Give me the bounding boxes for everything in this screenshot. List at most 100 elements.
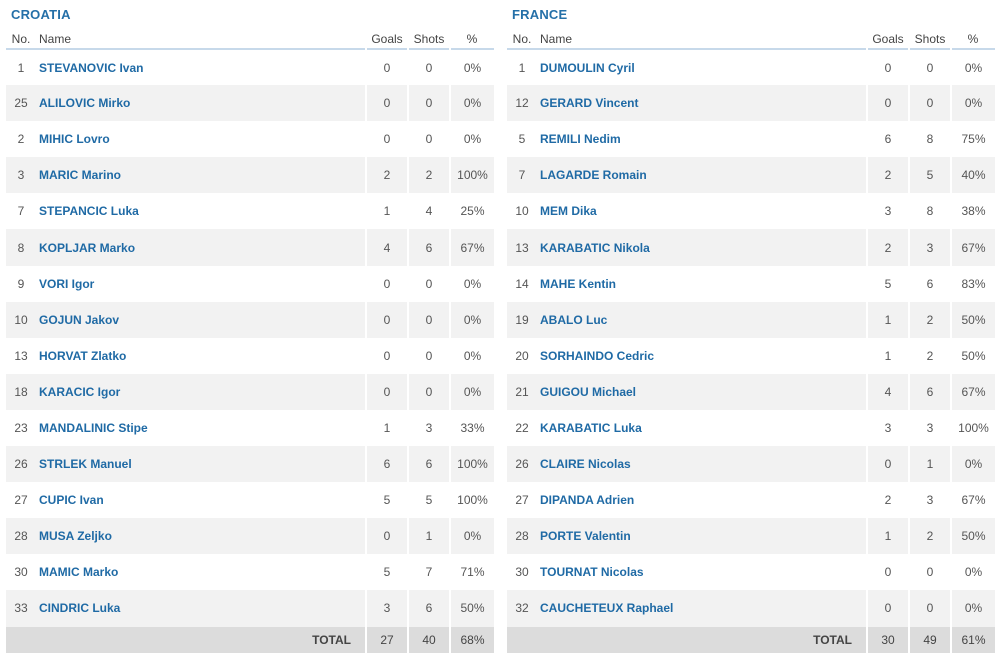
player-shots: 3 (908, 409, 951, 447)
table-row: 10 MEM Dika 3 8 38% (507, 193, 995, 230)
table-row: 8 KOPLJAR Marko 4 6 67% (6, 229, 494, 266)
player-name-link[interactable]: KARABATIC Luka (540, 420, 642, 435)
player-goals: 0 (365, 301, 408, 338)
player-number: 1 (17, 60, 25, 75)
player-number: 28 (6, 518, 36, 555)
column-header-name: Name (39, 31, 72, 46)
player-number: 30 (515, 565, 529, 580)
player-name-link[interactable]: ALILOVIC Mirko (36, 85, 366, 122)
player-shots: 0 (908, 49, 951, 86)
player-number: 3 (6, 157, 36, 194)
total-row: TOTAL 27 40 68% (6, 626, 494, 653)
table-row: 18 KARACIC Igor 0 0 0% (6, 373, 494, 410)
player-goals: 4 (365, 229, 408, 266)
table-row: 28 MUSA Zeljko 0 1 0% (6, 518, 494, 555)
player-name-link[interactable]: MUSA Zeljko (36, 518, 366, 555)
player-number: 18 (6, 373, 36, 410)
player-shots: 1 (407, 518, 450, 555)
player-percent: 0% (950, 85, 995, 122)
player-name-link[interactable]: LAGARDE Romain (537, 157, 867, 194)
player-name-link[interactable]: STEVANOVIC Ivan (39, 60, 144, 75)
player-name-link[interactable]: MANDALINIC Stipe (39, 420, 148, 435)
player-goals: 1 (866, 518, 909, 555)
player-name-link[interactable]: ABALO Luc (537, 301, 867, 338)
total-row: TOTAL 30 49 61% (507, 626, 995, 653)
table-row: 9 VORI Igor 0 0 0% (6, 265, 494, 302)
player-number: 26 (507, 446, 537, 483)
player-name-link[interactable]: STRLEK Manuel (36, 446, 366, 483)
table-row: 26 STRLEK Manuel 6 6 100% (6, 446, 494, 483)
player-name-link[interactable]: MAHE Kentin (540, 276, 616, 291)
player-percent: 0% (449, 301, 494, 338)
table-row: 20 SORHAINDO Cedric 1 2 50% (507, 337, 995, 374)
total-goals: 30 (866, 626, 909, 653)
player-shots: 0 (407, 337, 450, 374)
player-name-link[interactable]: CINDRIC Luka (36, 590, 366, 627)
player-name-link[interactable]: DIPANDA Adrien (540, 493, 635, 508)
player-name-link[interactable]: GOJUN Jakov (36, 301, 366, 338)
player-percent: 0% (449, 265, 494, 302)
player-name-link[interactable]: STEPANCIC Luka (39, 204, 139, 219)
player-name-link[interactable]: GERARD Vincent (537, 85, 867, 122)
player-name-link[interactable]: TOURNAT Nicolas (540, 565, 644, 580)
player-percent: 100% (449, 446, 494, 483)
player-number: 14 (515, 276, 529, 291)
player-goals: 1 (866, 337, 909, 374)
player-shots: 0 (407, 121, 450, 158)
table-row: 27 DIPANDA Adrien 2 3 67% (507, 482, 995, 519)
player-percent: 0% (449, 337, 494, 374)
total-label: TOTAL (6, 626, 366, 653)
player-number: 5 (518, 132, 526, 147)
player-percent: 25% (449, 193, 494, 230)
table-row: 28 PORTE Valentin 1 2 50% (507, 518, 995, 555)
player-goals: 3 (365, 590, 408, 627)
player-name-link[interactable]: VORI Igor (39, 276, 95, 291)
table-row: 1 STEVANOVIC Ivan 0 0 0% (6, 49, 494, 86)
player-shots: 0 (407, 49, 450, 86)
player-name-link[interactable]: KARABATIC Nikola (537, 229, 867, 266)
player-goals: 0 (866, 85, 909, 122)
player-shots: 3 (908, 482, 951, 519)
player-percent: 83% (950, 265, 995, 302)
team-panel-croatia: CROATIA No. Name Goals Shots % 1 STEVANOV… (6, 0, 494, 653)
player-shots: 0 (407, 373, 450, 410)
player-goals: 5 (365, 554, 408, 591)
player-name-link[interactable]: CLAIRE Nicolas (537, 446, 867, 483)
player-name-link[interactable]: MIHIC Lovro (39, 132, 110, 147)
player-goals: 4 (866, 373, 909, 410)
player-number: 21 (507, 373, 537, 410)
team-panel-france: FRANCE No. Name Goals Shots % 1 DUMOULIN … (507, 0, 995, 653)
player-name-link[interactable]: CUPIC Ivan (39, 493, 104, 508)
column-header-shots: Shots (914, 31, 946, 46)
player-name-link[interactable]: HORVAT Zlatko (39, 348, 127, 363)
player-percent: 0% (449, 373, 494, 410)
player-name-link[interactable]: GUIGOU Michael (537, 373, 867, 410)
table-row: 26 CLAIRE Nicolas 0 1 0% (507, 446, 995, 483)
player-percent: 50% (950, 301, 995, 338)
column-header-goals: Goals (872, 31, 904, 46)
player-goals: 0 (866, 446, 909, 483)
player-percent: 67% (449, 229, 494, 266)
player-name-link[interactable]: CAUCHETEUX Raphael (537, 590, 867, 627)
player-name-link[interactable]: SORHAINDO Cedric (540, 348, 655, 363)
player-name-link[interactable]: MARIC Marino (36, 157, 366, 194)
player-goals: 0 (365, 373, 408, 410)
player-goals: 0 (866, 554, 909, 591)
player-name-link[interactable]: MEM Dika (540, 204, 597, 219)
player-name-link[interactable]: PORTE Valentin (537, 518, 867, 555)
table-row: 10 GOJUN Jakov 0 0 0% (6, 301, 494, 338)
player-shots: 5 (908, 157, 951, 194)
player-name-link[interactable]: KARACIC Igor (36, 373, 366, 410)
player-percent: 0% (950, 590, 995, 627)
player-number: 20 (515, 348, 529, 363)
player-percent: 50% (449, 590, 494, 627)
player-name-link[interactable]: REMILI Nedim (540, 132, 621, 147)
total-percent: 68% (449, 626, 494, 653)
player-name-link[interactable]: MAMIC Marko (39, 565, 119, 580)
player-goals: 2 (866, 229, 909, 266)
player-shots: 2 (908, 301, 951, 338)
player-name-link[interactable]: KOPLJAR Marko (36, 229, 366, 266)
player-name-link[interactable]: DUMOULIN Cyril (540, 60, 635, 75)
column-header-goals: Goals (371, 31, 403, 46)
player-goals: 0 (866, 590, 909, 627)
